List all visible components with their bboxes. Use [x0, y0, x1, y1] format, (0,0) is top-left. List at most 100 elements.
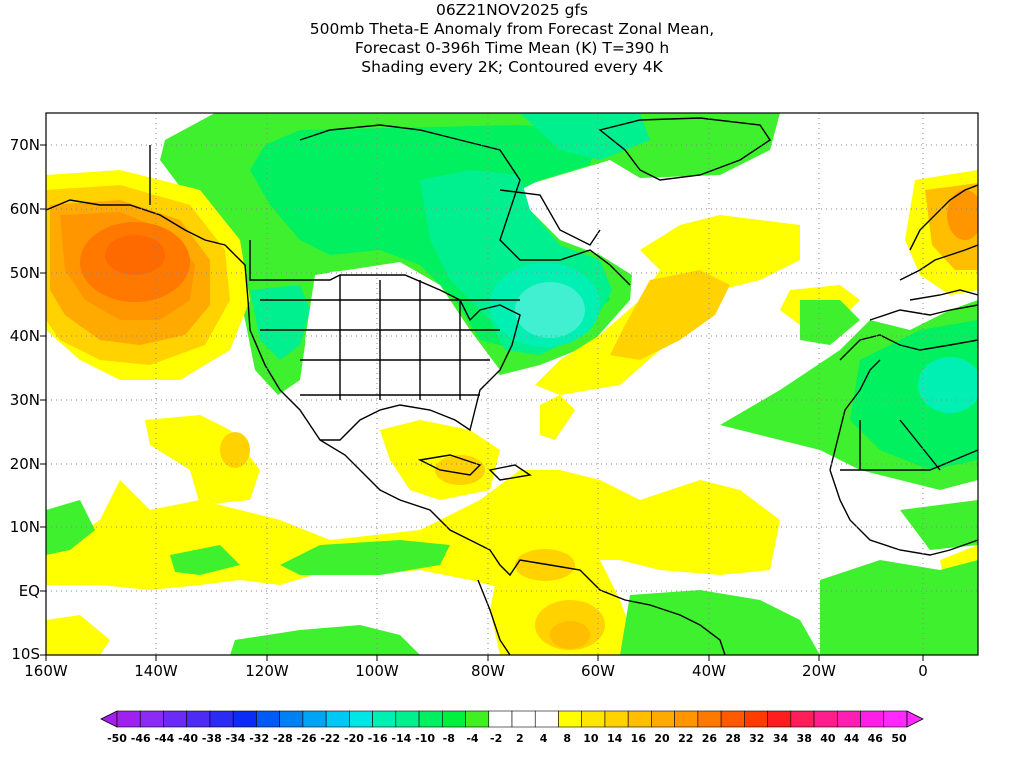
colorbar-swatch — [767, 710, 792, 728]
lon-label: 120W — [245, 662, 289, 680]
lat-label: EQ — [18, 582, 40, 600]
colorbar-swatch — [581, 710, 606, 728]
map-frame — [45, 112, 979, 656]
colorbar-label: -8 — [442, 732, 455, 745]
title-line-3: Forecast 0-396h Time Mean (K) T=390 h — [354, 39, 670, 57]
lon-label: 20W — [802, 662, 836, 680]
colorbar-label: -14 — [391, 732, 412, 745]
colorbar-label: 46 — [867, 732, 883, 745]
lon-label: 160W — [24, 662, 68, 680]
colorbar-swatch — [697, 710, 722, 728]
colorbar-swatch — [860, 710, 885, 728]
colorbar-label: 22 — [678, 732, 694, 745]
colorbar-label: 40 — [820, 732, 836, 745]
lon-label: 0 — [918, 662, 928, 680]
colorbar-swatch — [116, 710, 141, 728]
colorbar-swatch — [720, 710, 745, 728]
colorbar-swatch — [349, 710, 373, 728]
colorbar-swatch — [163, 710, 188, 728]
colorbar-swatch — [534, 710, 559, 728]
colorbar-swatch — [139, 710, 164, 728]
colorbar-label: 14 — [606, 732, 623, 745]
colorbar-swatch — [836, 710, 861, 728]
colorbar-arrow-left — [100, 710, 118, 728]
title-line-4: Shading every 2K; Contoured every 4K — [361, 58, 663, 76]
negative-anomaly-tropics — [46, 300, 978, 655]
colorbar-swatch — [395, 710, 420, 728]
colorbar-swatch — [813, 710, 838, 728]
colorbar-swatch — [883, 710, 908, 728]
colorbar-label: 32 — [749, 732, 765, 745]
gridlines — [46, 113, 978, 655]
lat-label: 70N — [9, 136, 40, 154]
lat-label: 10N — [9, 518, 40, 536]
colorbar-label: 10 — [583, 732, 599, 745]
colorbar-swatch — [558, 710, 583, 728]
colorbar-label: -2 — [490, 732, 503, 745]
colorbar-swatch — [418, 710, 443, 728]
colorbar-label: 8 — [563, 732, 572, 745]
lat-label: 20N — [9, 455, 40, 473]
colorbar-label: -44 — [154, 732, 175, 745]
lon-label: 60W — [581, 662, 615, 680]
lon-label: 80W — [471, 662, 505, 680]
colorbar-swatch — [790, 710, 815, 728]
colorbar-label: -22 — [320, 732, 341, 745]
lat-label: 50N — [9, 264, 40, 282]
colorbar-swatch — [744, 710, 768, 728]
colorbar-swatch — [441, 710, 466, 728]
colorbar-label: 28 — [725, 732, 741, 745]
colorbar-label: 50 — [891, 732, 907, 745]
colorbar-label: -50 — [107, 732, 127, 745]
colorbar-label: 16 — [630, 732, 646, 745]
colorbar-swatch — [209, 710, 234, 728]
lat-label: 30N — [9, 391, 40, 409]
colorbar-label: 38 — [796, 732, 812, 745]
lon-label: 100W — [355, 662, 399, 680]
colorbar-swatch — [511, 710, 536, 728]
colorbar-label: -10 — [415, 732, 435, 745]
title-line-1: 06Z21NOV2025 gfs — [436, 1, 588, 19]
colorbar-swatch — [256, 710, 280, 728]
colorbar-label: -40 — [178, 732, 199, 745]
colorbar-swatch — [604, 710, 629, 728]
colorbar-swatch — [279, 710, 304, 728]
tick-marks — [40, 144, 924, 661]
coastlines — [46, 117, 978, 655]
colorbar-label: -46 — [130, 732, 151, 745]
lon-label: 140W — [134, 662, 178, 680]
colorbar — [100, 710, 924, 728]
colorbar-swatch — [674, 710, 699, 728]
colorbar-arrow-right — [906, 710, 924, 728]
colorbar-swatch — [186, 710, 211, 728]
colorbar-label: -20 — [344, 732, 364, 745]
colorbar-swatch — [488, 710, 513, 728]
title-line-2: 500mb Theta-E Anomaly from Forecast Zona… — [309, 20, 715, 38]
colorbar-label: -34 — [225, 732, 246, 745]
colorbar-swatch — [372, 710, 397, 728]
colorbar-label: 20 — [654, 732, 670, 745]
colorbar-label: -26 — [296, 732, 317, 745]
colorbar-swatch — [302, 710, 327, 728]
colorbar-label: -32 — [249, 732, 270, 745]
lat-label: 10S — [11, 645, 40, 663]
colorbar-swatch — [325, 710, 350, 728]
colorbar-swatch — [465, 710, 490, 728]
colorbar-label: -4 — [466, 732, 479, 745]
colorbar-swatch — [627, 710, 652, 728]
colorbar-label: 26 — [701, 732, 718, 745]
colorbar-label: 4 — [539, 732, 548, 745]
anomaly-shading — [46, 113, 978, 655]
lat-label: 40N — [9, 327, 40, 345]
colorbar-label: -28 — [272, 732, 293, 745]
colorbar-swatch — [232, 710, 257, 728]
colorbar-label: 44 — [843, 732, 860, 745]
lat-label: 60N — [9, 200, 40, 218]
colorbar-swatch — [651, 710, 675, 728]
colorbar-label: -38 — [201, 732, 222, 745]
lon-label: 40W — [692, 662, 726, 680]
colorbar-label: -16 — [367, 732, 388, 745]
colorbar-label: 2 — [516, 732, 524, 745]
colorbar-label: 34 — [772, 732, 789, 745]
